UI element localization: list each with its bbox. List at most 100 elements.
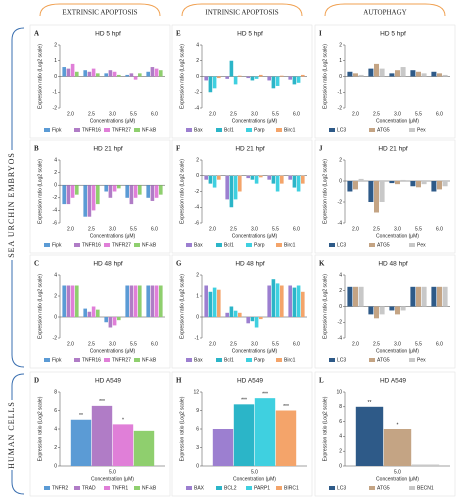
panel-letter: G (176, 260, 182, 268)
bar (146, 285, 150, 317)
legend-label: Bax (194, 242, 203, 248)
legend-swatch (186, 128, 192, 132)
bar (280, 285, 284, 317)
y-tick-label: 2 (339, 42, 342, 48)
legend-swatch (216, 243, 222, 247)
x-axis-label: Concentrations (μM) (90, 348, 136, 354)
bar (112, 317, 117, 326)
legend-label: Bax (194, 127, 203, 133)
legend-label: NF-kB (142, 127, 157, 133)
legend-swatch (329, 243, 335, 247)
bar (217, 76, 221, 79)
legend-swatch (216, 358, 222, 362)
panel-letter: C (34, 260, 39, 268)
y-tick-label: 12 (193, 389, 199, 395)
y-tick-label: 0 (196, 314, 199, 320)
y-tick-label: 2 (54, 42, 57, 48)
legend-label: BIRC1 (284, 485, 299, 491)
y-axis-label: Expression ratio (Log2 scale) (179, 44, 185, 109)
significance: *** (262, 391, 268, 397)
legend-swatch (186, 243, 192, 247)
legend-label: ATG5 (377, 357, 390, 363)
legend-swatch (276, 128, 282, 132)
bar (383, 429, 412, 466)
y-tick-label: 1 (196, 293, 199, 299)
bar (87, 71, 92, 77)
bar (154, 68, 159, 77)
bar (301, 291, 305, 317)
bar (233, 175, 238, 200)
bar (238, 175, 242, 192)
legend-swatch (409, 243, 415, 247)
legend-swatch (74, 486, 80, 490)
x-axis-label: Concentration (μM) (376, 476, 419, 482)
legend-label: LC3 (337, 242, 346, 248)
y-tick-label: 4 (54, 157, 57, 163)
bar (254, 76, 259, 79)
bar (70, 285, 75, 317)
legend-label: Birc1 (284, 242, 296, 248)
x-tick-label: 3.0 (251, 226, 258, 232)
bar (410, 286, 416, 307)
panel-letter: I (319, 30, 322, 38)
bar (368, 68, 374, 77)
significance: * (397, 422, 399, 428)
x-tick-label: 3.0 (251, 341, 258, 347)
x-tick-label: 2.5 (88, 226, 95, 232)
legend-label: NF-kB (142, 357, 157, 363)
bar (138, 73, 142, 77)
bar (146, 71, 150, 77)
y-axis-label: Expression ratio (Log2 scale) (179, 396, 185, 461)
bar (347, 71, 353, 77)
bar (296, 285, 301, 317)
panel-frame (314, 139, 456, 254)
legend-label: PARP1 (254, 485, 270, 491)
bar (154, 285, 159, 317)
label-bg (6, 400, 18, 470)
bar (246, 175, 250, 179)
y-axis-label: Expression ratio (Log2 scale) (37, 396, 43, 461)
legend-swatch (44, 486, 50, 490)
bar (87, 311, 92, 317)
legend-label: Pex (417, 127, 426, 133)
legend-swatch (134, 358, 140, 362)
legend-swatch (246, 243, 252, 247)
bar (259, 175, 263, 178)
bar (395, 70, 400, 77)
y-tick-label: -4 (53, 208, 58, 214)
panel-frame (29, 24, 171, 139)
bar (374, 306, 379, 319)
bar (411, 464, 440, 466)
y-axis-label: Expression ratio (Log2 scale) (37, 159, 43, 224)
panel-title: HD 48 hpf (93, 261, 122, 268)
bar (389, 306, 395, 311)
bar (368, 306, 374, 315)
bar (400, 67, 406, 77)
x-tick-label: 6.0 (151, 226, 158, 232)
bar (91, 405, 113, 466)
x-tick-label: 2.5 (230, 341, 237, 347)
bar (104, 317, 108, 323)
bar (267, 175, 271, 180)
bar (204, 175, 208, 180)
bar (208, 175, 213, 184)
y-tick-label: -2 (53, 335, 58, 341)
y-axis-label: Expression ratio (Log2 scale) (322, 274, 328, 339)
y-tick-label: 8 (54, 389, 57, 395)
legend-label: Bcl1 (224, 242, 234, 248)
y-tick-label: -2 (195, 90, 200, 96)
bar (358, 74, 364, 77)
y-tick-label: 2 (196, 157, 199, 163)
x-axis-label: Concentrations (μM) (232, 348, 278, 354)
bar (254, 398, 276, 466)
bar (431, 181, 437, 192)
x-tick-label: 3.0 (394, 341, 401, 347)
x-tick-label: 6.0 (436, 341, 443, 347)
legend-label: NF-kB (142, 485, 157, 491)
bar (229, 306, 234, 317)
bar (117, 74, 121, 77)
y-tick-label: 2 (196, 272, 199, 278)
legend-label: Parp (254, 242, 265, 248)
x-axis-label: Concentration (μM) (376, 348, 419, 354)
legend-swatch (74, 243, 80, 247)
